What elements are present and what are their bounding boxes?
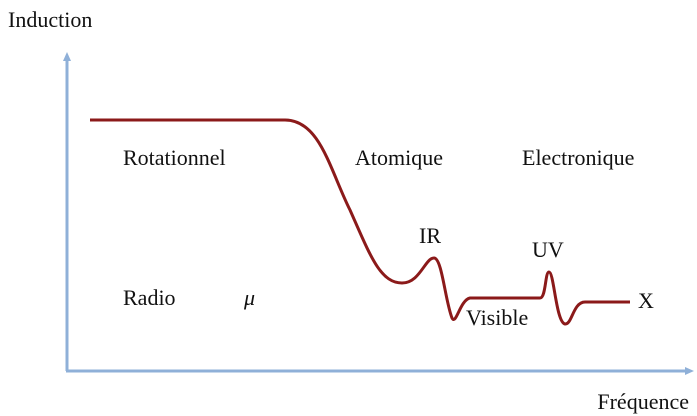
region-label: Visible — [466, 305, 528, 330]
region-label: Electronique — [522, 145, 634, 170]
region-label: IR — [419, 223, 441, 248]
x-axis-label: Fréquence — [597, 389, 689, 414]
region-label: X — [638, 288, 654, 313]
region-label: Atomique — [355, 145, 443, 170]
region-label: μ — [243, 285, 255, 310]
y-axis-label: Induction — [8, 7, 92, 32]
region-label: UV — [532, 237, 564, 262]
region-label: Radio — [123, 285, 176, 310]
curve — [90, 118, 630, 326]
region-label: Rotationnel — [123, 145, 226, 170]
